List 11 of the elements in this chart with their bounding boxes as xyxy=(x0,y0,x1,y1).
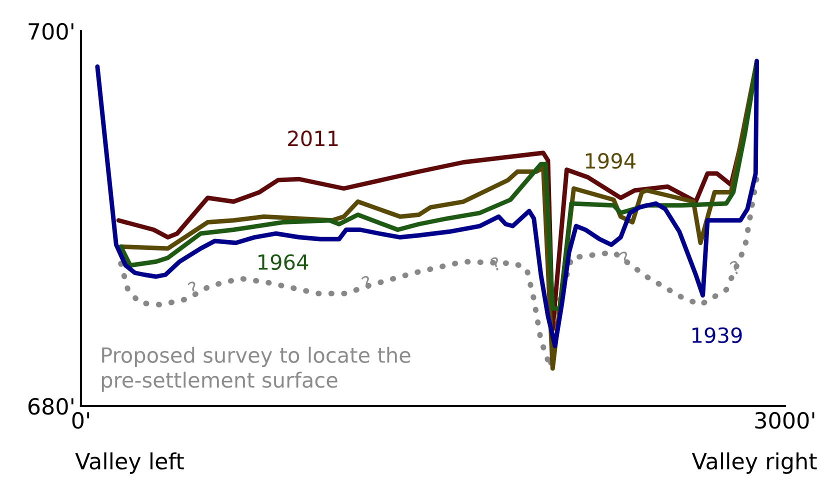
series-label: 2011 xyxy=(288,130,338,146)
x-tick-label: 0' xyxy=(72,412,89,429)
y-tick-label: 680' xyxy=(28,398,74,415)
text: Valley right xyxy=(692,452,817,474)
annotation: Proposed survey to locate the pre-settlement surface xyxy=(102,346,410,392)
y-tick-label: 700' xyxy=(28,22,74,40)
series-label: 1939 xyxy=(692,327,742,344)
series-label: 1994 xyxy=(586,153,636,169)
series-label: 1964 xyxy=(258,254,308,270)
x-tick-label: 3000' xyxy=(755,412,814,429)
text: Valley left xyxy=(75,452,184,474)
